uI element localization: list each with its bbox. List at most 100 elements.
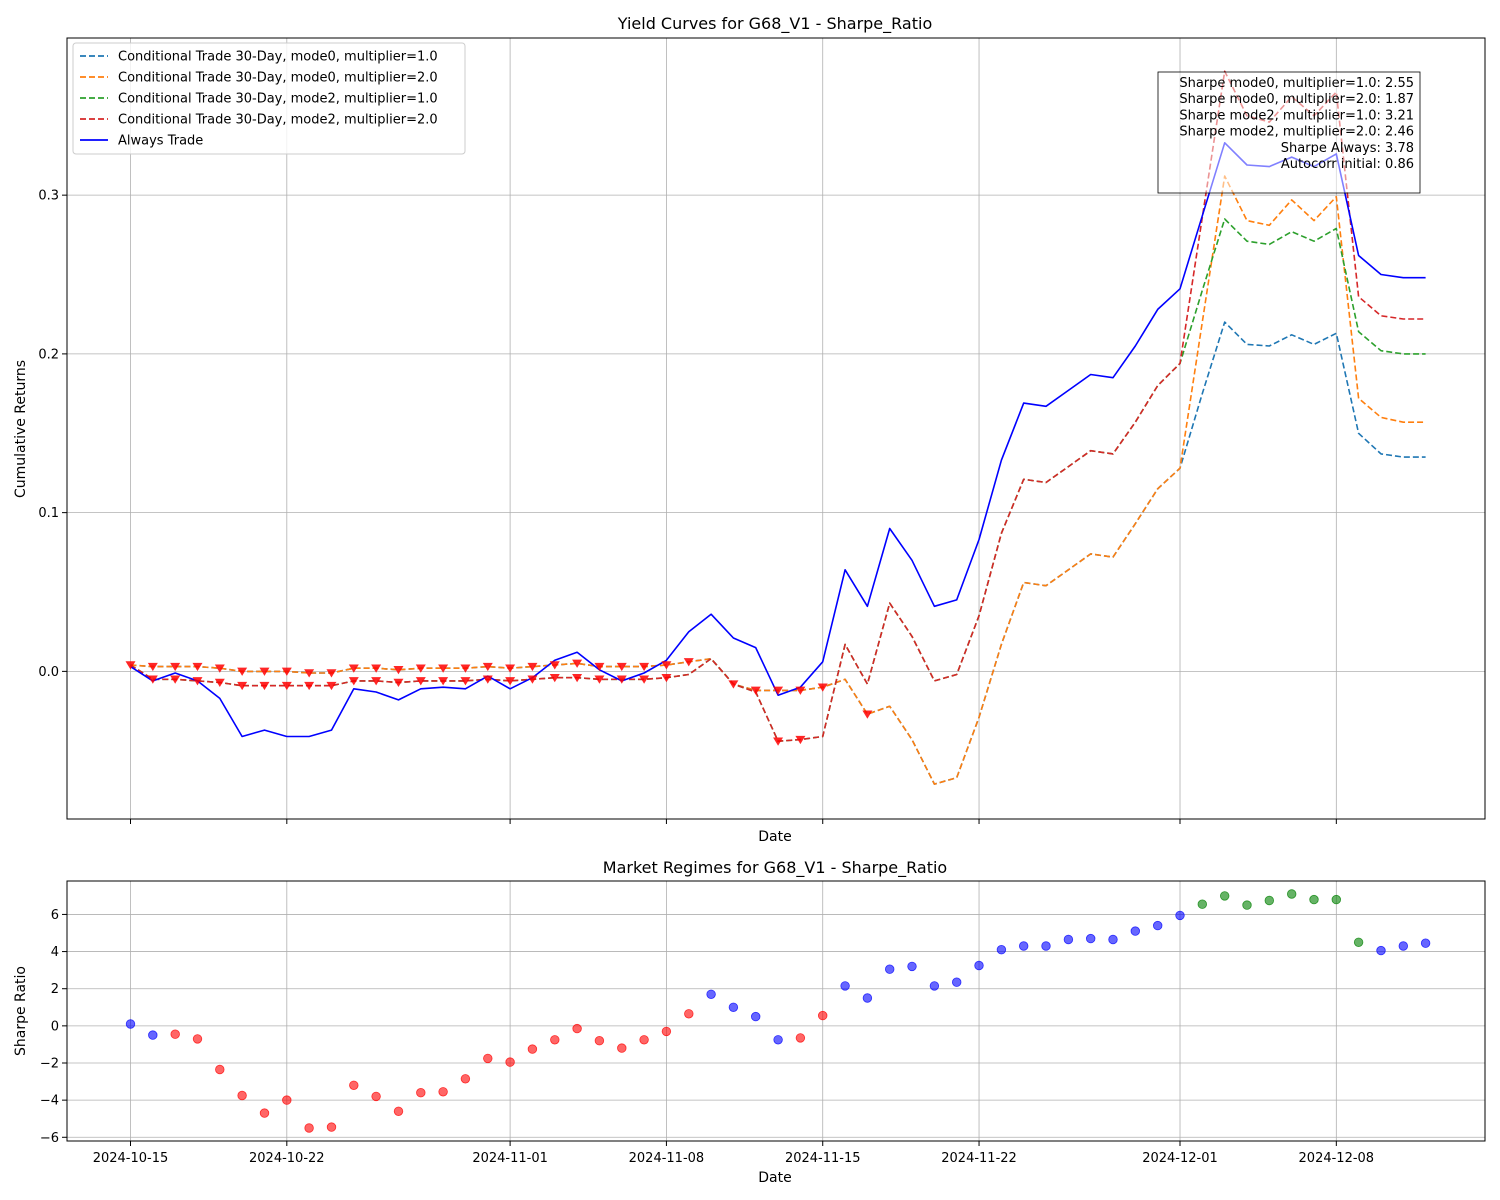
top-ytick-label: 0.0 [38, 665, 59, 680]
trade-marker [147, 662, 158, 672]
trade-marker [170, 662, 181, 672]
annotation-line-5: Sharpe Always: 3.78 [1281, 141, 1414, 156]
regime-point [684, 1009, 694, 1019]
trade-marker [661, 661, 672, 670]
regime-point [1309, 894, 1319, 905]
regime-point [326, 1122, 337, 1132]
regime-point [416, 1087, 426, 1098]
regime-point [192, 1034, 203, 1044]
annotation-line-3: Sharpe mode2, multiplier=1.0: 3.21 [1179, 108, 1414, 123]
legend-label-5: Always Trade [118, 134, 203, 149]
bottom-xtick-label: 2024-10-22 [249, 1151, 325, 1166]
bottom-ytick-label: −2 [40, 1057, 59, 1072]
regime-point [773, 1035, 783, 1045]
bottom-ytick-label: 2 [51, 982, 59, 997]
trade-marker [683, 658, 694, 667]
top-ytick-label: 0.2 [38, 347, 59, 362]
trade-marker [348, 664, 359, 673]
trade-marker [326, 669, 337, 678]
annotation-line-4: Sharpe mode2, multiplier=2.0: 2.46 [1179, 125, 1414, 140]
regime-point [1019, 941, 1029, 951]
trade-marker [817, 683, 828, 692]
regime-point [1041, 941, 1051, 951]
regime-point [1175, 910, 1185, 921]
trade-marker [594, 662, 605, 672]
trade-marker [214, 664, 225, 673]
regime-point [1152, 920, 1163, 931]
top-y-ticks: 0.0 0.1 0.2 0.3 [38, 189, 67, 680]
trade-marker [527, 662, 538, 672]
regime-point [795, 1033, 806, 1043]
regime-point [661, 1026, 672, 1037]
regime-point [527, 1044, 538, 1054]
trade-marker [259, 681, 270, 691]
regime-point [1286, 889, 1297, 899]
bottom-ytick-label: 6 [51, 908, 59, 923]
trade-marker [795, 735, 806, 745]
trade-marker [125, 661, 136, 670]
top-ytick-label: 0.3 [38, 189, 59, 204]
bottom-xtick-label: 2024-10-15 [93, 1151, 169, 1166]
trade-marker [482, 662, 493, 672]
regime-point [1398, 941, 1409, 951]
regime-point [550, 1035, 560, 1045]
trade-marker [371, 677, 382, 686]
top-chart-title: Yield Curves for G68_V1 - Sharpe_Ratio [617, 14, 932, 34]
trade-marker [572, 673, 583, 683]
trade-marker [415, 677, 426, 686]
regime-point [483, 1053, 493, 1064]
bottom-x-ticks: 2024-10-15 2024-10-22 2024-11-01 2024-11-08… [93, 1141, 1374, 1166]
regime-point [393, 1106, 404, 1117]
regime-point [304, 1123, 314, 1133]
trade-marker [482, 675, 493, 684]
legend-label-4: Conditional Trade 30-Day, mode2, multipl… [118, 113, 438, 128]
regime-point [572, 1023, 582, 1034]
trade-marker [773, 737, 784, 746]
legend-label-2: Conditional Trade 30-Day, mode0, multipl… [118, 71, 438, 86]
trade-marker [750, 686, 761, 695]
trade-marker [304, 669, 315, 678]
trade-marker [259, 667, 270, 676]
regime-point [1331, 894, 1342, 905]
top-x-axis-label: Date [758, 829, 791, 845]
regime-point [505, 1057, 515, 1067]
bottom-chart-title: Market Regimes for G68_V1 - Sharpe_Ratio [603, 858, 947, 878]
trade-marker [438, 677, 449, 686]
legend-box [72, 42, 466, 155]
trade-marker [281, 667, 292, 676]
annotation-box [1157, 71, 1421, 194]
regime-point [885, 964, 895, 974]
trade-marker [170, 675, 181, 684]
trade-marker [661, 673, 672, 683]
regime-point [282, 1095, 292, 1105]
yield-curves-chart: Yield Curves for G68_V1 - Sharpe_Ratio 0… [13, 14, 1486, 845]
bottom-grid [67, 881, 1485, 1141]
top-y-axis-label: Cumulative Returns [13, 360, 29, 498]
trade-marker [326, 681, 337, 691]
trade-marker [460, 664, 471, 673]
regime-point [371, 1091, 381, 1102]
regime-point [259, 1108, 270, 1118]
regime-point [1264, 895, 1275, 906]
trade-marker [281, 681, 292, 691]
trade-marker [237, 667, 248, 676]
regime-points [125, 889, 1431, 1133]
trade-marker [393, 678, 404, 687]
bottom-ytick-label: −6 [40, 1131, 59, 1146]
trade-marker [616, 675, 627, 684]
bottom-xtick-label: 2024-11-15 [785, 1151, 861, 1166]
regime-point [1353, 937, 1364, 948]
trade-marker [527, 675, 538, 684]
trade-marker [639, 662, 650, 672]
regime-point [818, 1010, 828, 1021]
bottom-x-axis-label: Date [758, 1170, 791, 1186]
trade-marker [192, 662, 203, 672]
trade-marker [728, 680, 739, 689]
regime-point [1376, 945, 1386, 956]
bottom-xtick-label: 2024-11-08 [629, 1151, 705, 1166]
regime-point [1130, 926, 1141, 936]
regime-point [1197, 899, 1208, 909]
trade-marker [147, 675, 158, 684]
legend-label-3: Conditional Trade 30-Day, mode2, multipl… [118, 92, 438, 107]
